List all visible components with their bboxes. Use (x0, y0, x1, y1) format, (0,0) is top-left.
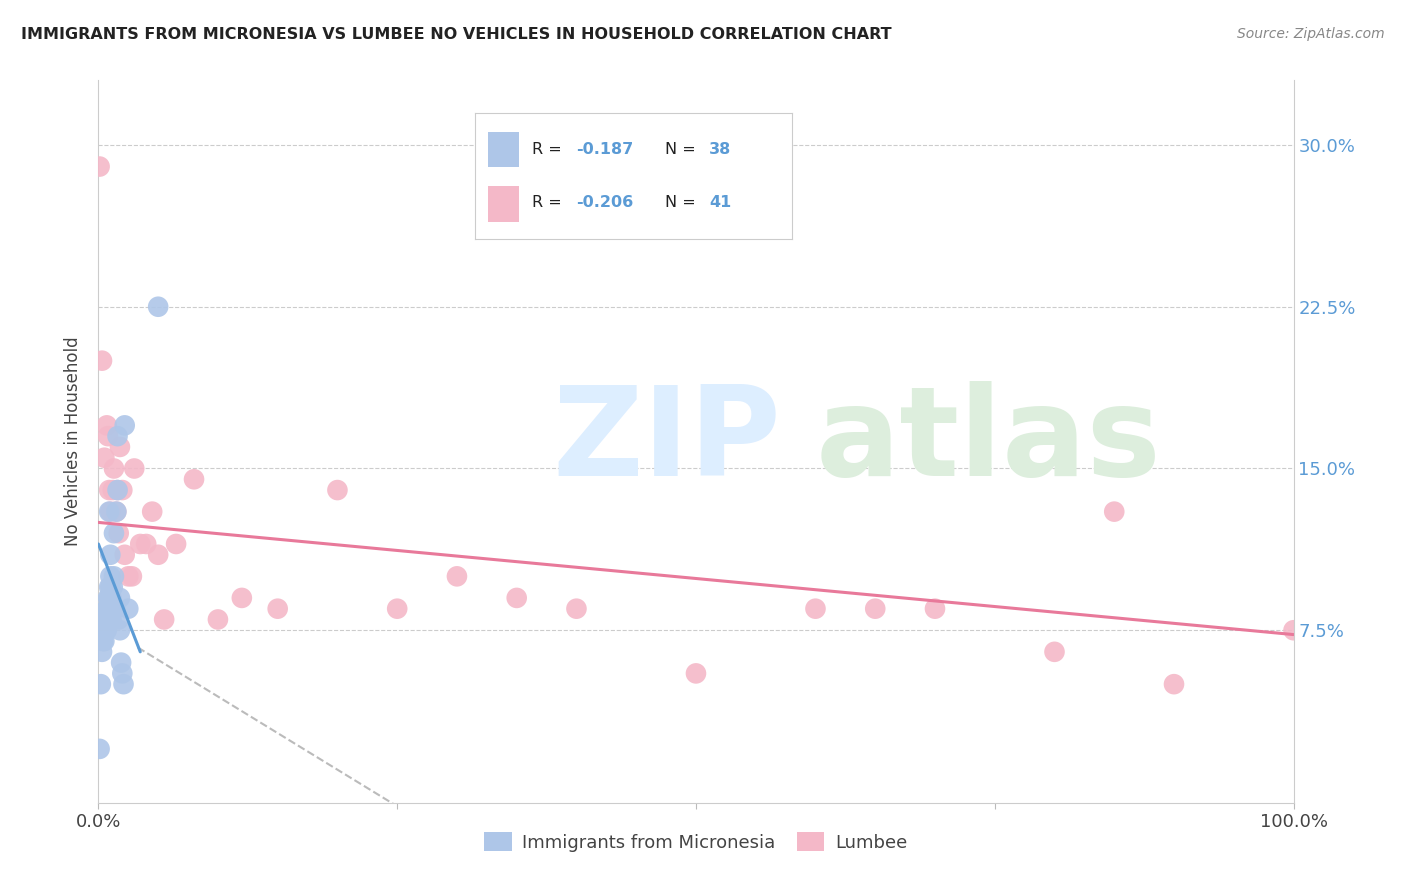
Point (1163, 677, 1185, 691)
Point (94, 624, 117, 638)
Point (110, 656, 132, 670)
Point (98, 580, 122, 594)
Point (385, 601, 409, 615)
Point (165, 537, 187, 551)
Point (148, 548, 170, 562)
Point (97, 429, 120, 443)
Point (104, 601, 127, 615)
Point (107, 612, 129, 626)
Point (97, 591, 120, 605)
Text: IMMIGRANTS FROM MICRONESIA VS LUMBEE NO VEHICLES IN HOUSEHOLD CORRELATION CHART: IMMIGRANTS FROM MICRONESIA VS LUMBEE NO … (21, 27, 891, 42)
Point (108, 624, 131, 638)
Point (108, 591, 131, 605)
Point (135, 537, 157, 551)
Point (112, 677, 135, 691)
Point (105, 505, 128, 519)
Point (231, 591, 253, 605)
Point (101, 483, 124, 497)
Point (326, 483, 349, 497)
Point (129, 537, 152, 551)
Point (103, 461, 125, 475)
Point (96, 418, 118, 433)
Point (94, 612, 117, 626)
Point (141, 505, 163, 519)
Point (153, 612, 176, 626)
Point (101, 580, 124, 594)
Point (91, 634, 114, 648)
Point (107, 483, 129, 497)
Point (91, 353, 114, 368)
Point (98, 548, 122, 562)
Point (103, 569, 125, 583)
Point (117, 569, 139, 583)
Legend: Immigrants from Micronesia, Lumbee: Immigrants from Micronesia, Lumbee (477, 825, 915, 859)
Point (91, 645, 114, 659)
Point (446, 569, 468, 583)
Point (804, 601, 827, 615)
Point (98, 483, 121, 497)
Point (183, 472, 205, 486)
Point (96, 601, 118, 615)
Point (96, 624, 118, 638)
Point (107, 429, 129, 443)
Point (107, 526, 129, 541)
Point (103, 526, 125, 541)
Point (108, 440, 131, 454)
Point (97, 601, 120, 615)
Text: ZIP: ZIP (553, 381, 782, 502)
Point (90, 677, 112, 691)
Point (98, 505, 122, 519)
Point (93, 450, 115, 465)
Point (93, 634, 115, 648)
Point (1282, 624, 1305, 638)
Point (98, 580, 121, 594)
Point (89, 160, 111, 174)
Point (105, 505, 128, 519)
Point (89, 742, 111, 756)
Point (121, 569, 143, 583)
Point (96, 612, 118, 626)
Text: atlas: atlas (815, 381, 1161, 502)
Point (98, 591, 121, 605)
Point (924, 601, 946, 615)
Text: Source: ZipAtlas.com: Source: ZipAtlas.com (1237, 27, 1385, 41)
Point (207, 612, 229, 626)
Point (117, 601, 139, 615)
Point (100, 591, 122, 605)
Point (114, 418, 136, 433)
Point (97, 601, 120, 615)
Point (267, 601, 290, 615)
Point (565, 601, 588, 615)
Point (148, 300, 170, 314)
Point (100, 612, 122, 626)
Point (506, 591, 529, 605)
Point (98, 505, 121, 519)
Point (98, 569, 122, 583)
Point (111, 483, 134, 497)
Point (1043, 645, 1066, 659)
Point (865, 601, 887, 615)
Point (685, 666, 707, 681)
Point (114, 548, 136, 562)
Point (1104, 505, 1126, 519)
Y-axis label: No Vehicles in Household: No Vehicles in Household (65, 336, 83, 547)
Point (111, 666, 134, 681)
Point (124, 461, 146, 475)
Point (93, 624, 115, 638)
Point (107, 483, 129, 497)
